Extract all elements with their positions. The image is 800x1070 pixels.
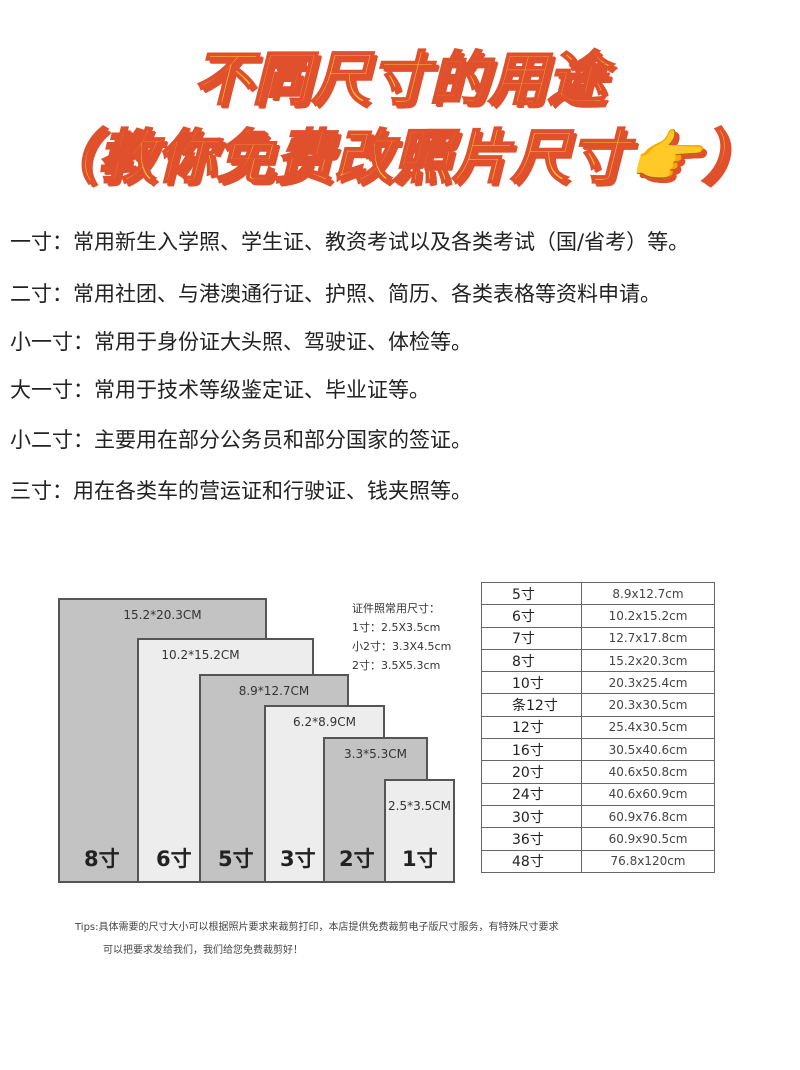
- title-line-2: （教你免费改照片尺寸👉）: [38, 122, 762, 192]
- size-name-cell: 24寸: [481, 782, 582, 806]
- use-line: 小二寸：主要用在部分公务员和部分国家的签证。: [10, 428, 472, 452]
- size-name-cell: 20寸: [481, 760, 582, 784]
- size-dimension-cell: 25.4x30.5cm: [581, 715, 715, 740]
- table-row: 16寸 30.5x40.6cm: [481, 738, 715, 762]
- size-name-cell: 12寸: [481, 715, 582, 740]
- tips-line: Tips:具体需要的尺寸大小可以根据照片要求来裁剪打印，本店提供免费裁剪电子版尺…: [75, 922, 559, 933]
- size-dimension-cell: 40.6x60.9cm: [581, 782, 715, 806]
- size-name-cell: 16寸: [481, 738, 582, 762]
- table-row: 30寸 60.9x76.8cm: [481, 804, 715, 829]
- size-label: 6.2*8.9CM: [293, 715, 356, 729]
- size-label: 2.5*3.5CM: [388, 799, 451, 813]
- table-row: 24寸 40.6x60.9cm: [481, 782, 715, 806]
- size-dimension-cell: 20.3x25.4cm: [581, 671, 715, 695]
- size-dimension-cell: 76.8x120cm: [581, 849, 715, 873]
- size-dimension-cell: 10.2x15.2cm: [581, 604, 715, 628]
- size-dimension-cell: 15.2x20.3cm: [581, 648, 715, 673]
- size-label: 15.2*20.3CM: [123, 608, 202, 622]
- size-dimension-cell: 40.6x50.8cm: [581, 760, 715, 784]
- use-line: 二寸：常用社团、与港澳通行证、护照、简历、各类表格等资料申请。: [10, 282, 661, 306]
- size-name: 8寸: [84, 847, 120, 871]
- size-dimension-cell: 20.3x30.5cm: [581, 693, 715, 717]
- table-row: 7寸 12.7x17.8cm: [481, 626, 715, 650]
- table-row: 48寸 76.8x120cm: [481, 849, 715, 873]
- size-dimension-cell: 12.7x17.8cm: [581, 626, 715, 650]
- size-rect-1: 2.5*3.5CM 1寸: [384, 779, 455, 883]
- size-name-cell: 5寸: [481, 581, 582, 606]
- size-name-cell: 条12寸: [481, 693, 582, 717]
- size-name-cell: 30寸: [481, 804, 582, 829]
- size-name-cell: 6寸: [481, 604, 582, 628]
- size-name: 5寸: [218, 847, 254, 871]
- size-name-cell: 8寸: [481, 648, 582, 673]
- size-name: 3寸: [280, 847, 316, 871]
- table-row: 8寸 15.2x20.3cm: [481, 648, 715, 673]
- table-row: 10寸 20.3x25.4cm: [481, 671, 715, 695]
- table-row: 12寸 25.4x30.5cm: [481, 715, 715, 740]
- tips-line: 可以把要求发给我们，我们给您免费裁剪好！: [103, 945, 303, 956]
- size-name-cell: 36寸: [481, 827, 582, 851]
- size-table: 5寸 8.9x12.7cm 6寸 10.2x15.2cm 7寸 12.7x17.8cm 8寸…: [481, 581, 715, 873]
- table-row: 20寸 40.6x50.8cm: [481, 760, 715, 784]
- size-name-cell: 48寸: [481, 849, 582, 873]
- size-name-cell: 10寸: [481, 671, 582, 695]
- size-name: 6寸: [156, 847, 192, 871]
- id-photo-note: 小2寸：3.3X4.5cm: [352, 640, 452, 653]
- size-name: 2寸: [339, 847, 375, 871]
- size-name: 1寸: [402, 847, 438, 871]
- size-label: 8.9*12.7CM: [238, 684, 310, 698]
- table-row: 6寸 10.2x15.2cm: [481, 604, 715, 628]
- title-line-1: 不同尺寸的用途: [192, 44, 607, 114]
- size-label: 10.2*15.2CM: [161, 648, 240, 662]
- table-row: 5寸 8.9x12.7cm: [481, 581, 715, 606]
- size-dimension-cell: 30.5x40.6cm: [581, 738, 715, 762]
- id-photo-note: 1寸：2.5X3.5cm: [352, 621, 441, 634]
- use-line: 三寸：用在各类车的营运证和行驶证、钱夹照等。: [10, 479, 472, 503]
- id-photo-note-title: 证件照常用尺寸：: [352, 602, 440, 615]
- size-dimension-cell: 60.9x90.5cm: [581, 827, 715, 851]
- table-row: 36寸 60.9x90.5cm: [481, 827, 715, 851]
- use-line: 大一寸：常用于技术等级鉴定证、毕业证等。: [10, 378, 430, 402]
- size-label: 3.3*5.3CM: [344, 747, 407, 761]
- size-dimension-cell: 8.9x12.7cm: [581, 581, 715, 606]
- size-dimension-cell: 60.9x76.8cm: [581, 804, 715, 829]
- size-name-cell: 7寸: [481, 626, 582, 650]
- id-photo-note: 2寸：3.5X5.3cm: [352, 659, 441, 672]
- use-line: 一寸：常用新生入学照、学生证、教资考试以及各类考试（国/省考）等。: [10, 230, 690, 254]
- table-row: 条12寸 20.3x30.5cm: [481, 693, 715, 717]
- use-line: 小一寸：常用于身份证大头照、驾驶证、体检等。: [10, 330, 472, 354]
